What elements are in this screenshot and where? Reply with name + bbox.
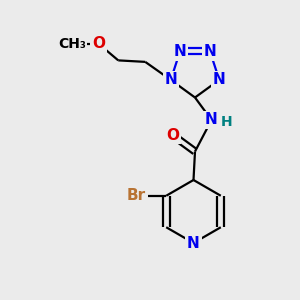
Text: N: N: [187, 236, 200, 250]
Text: N: N: [204, 44, 216, 59]
Text: O: O: [92, 36, 105, 51]
Text: N: N: [174, 44, 186, 59]
Text: N: N: [205, 112, 218, 128]
Text: N: N: [213, 72, 226, 87]
Text: H: H: [221, 116, 232, 129]
Text: CH₃: CH₃: [58, 37, 86, 51]
Text: Br: Br: [127, 188, 146, 203]
Text: O: O: [166, 128, 179, 142]
Text: N: N: [164, 72, 177, 87]
